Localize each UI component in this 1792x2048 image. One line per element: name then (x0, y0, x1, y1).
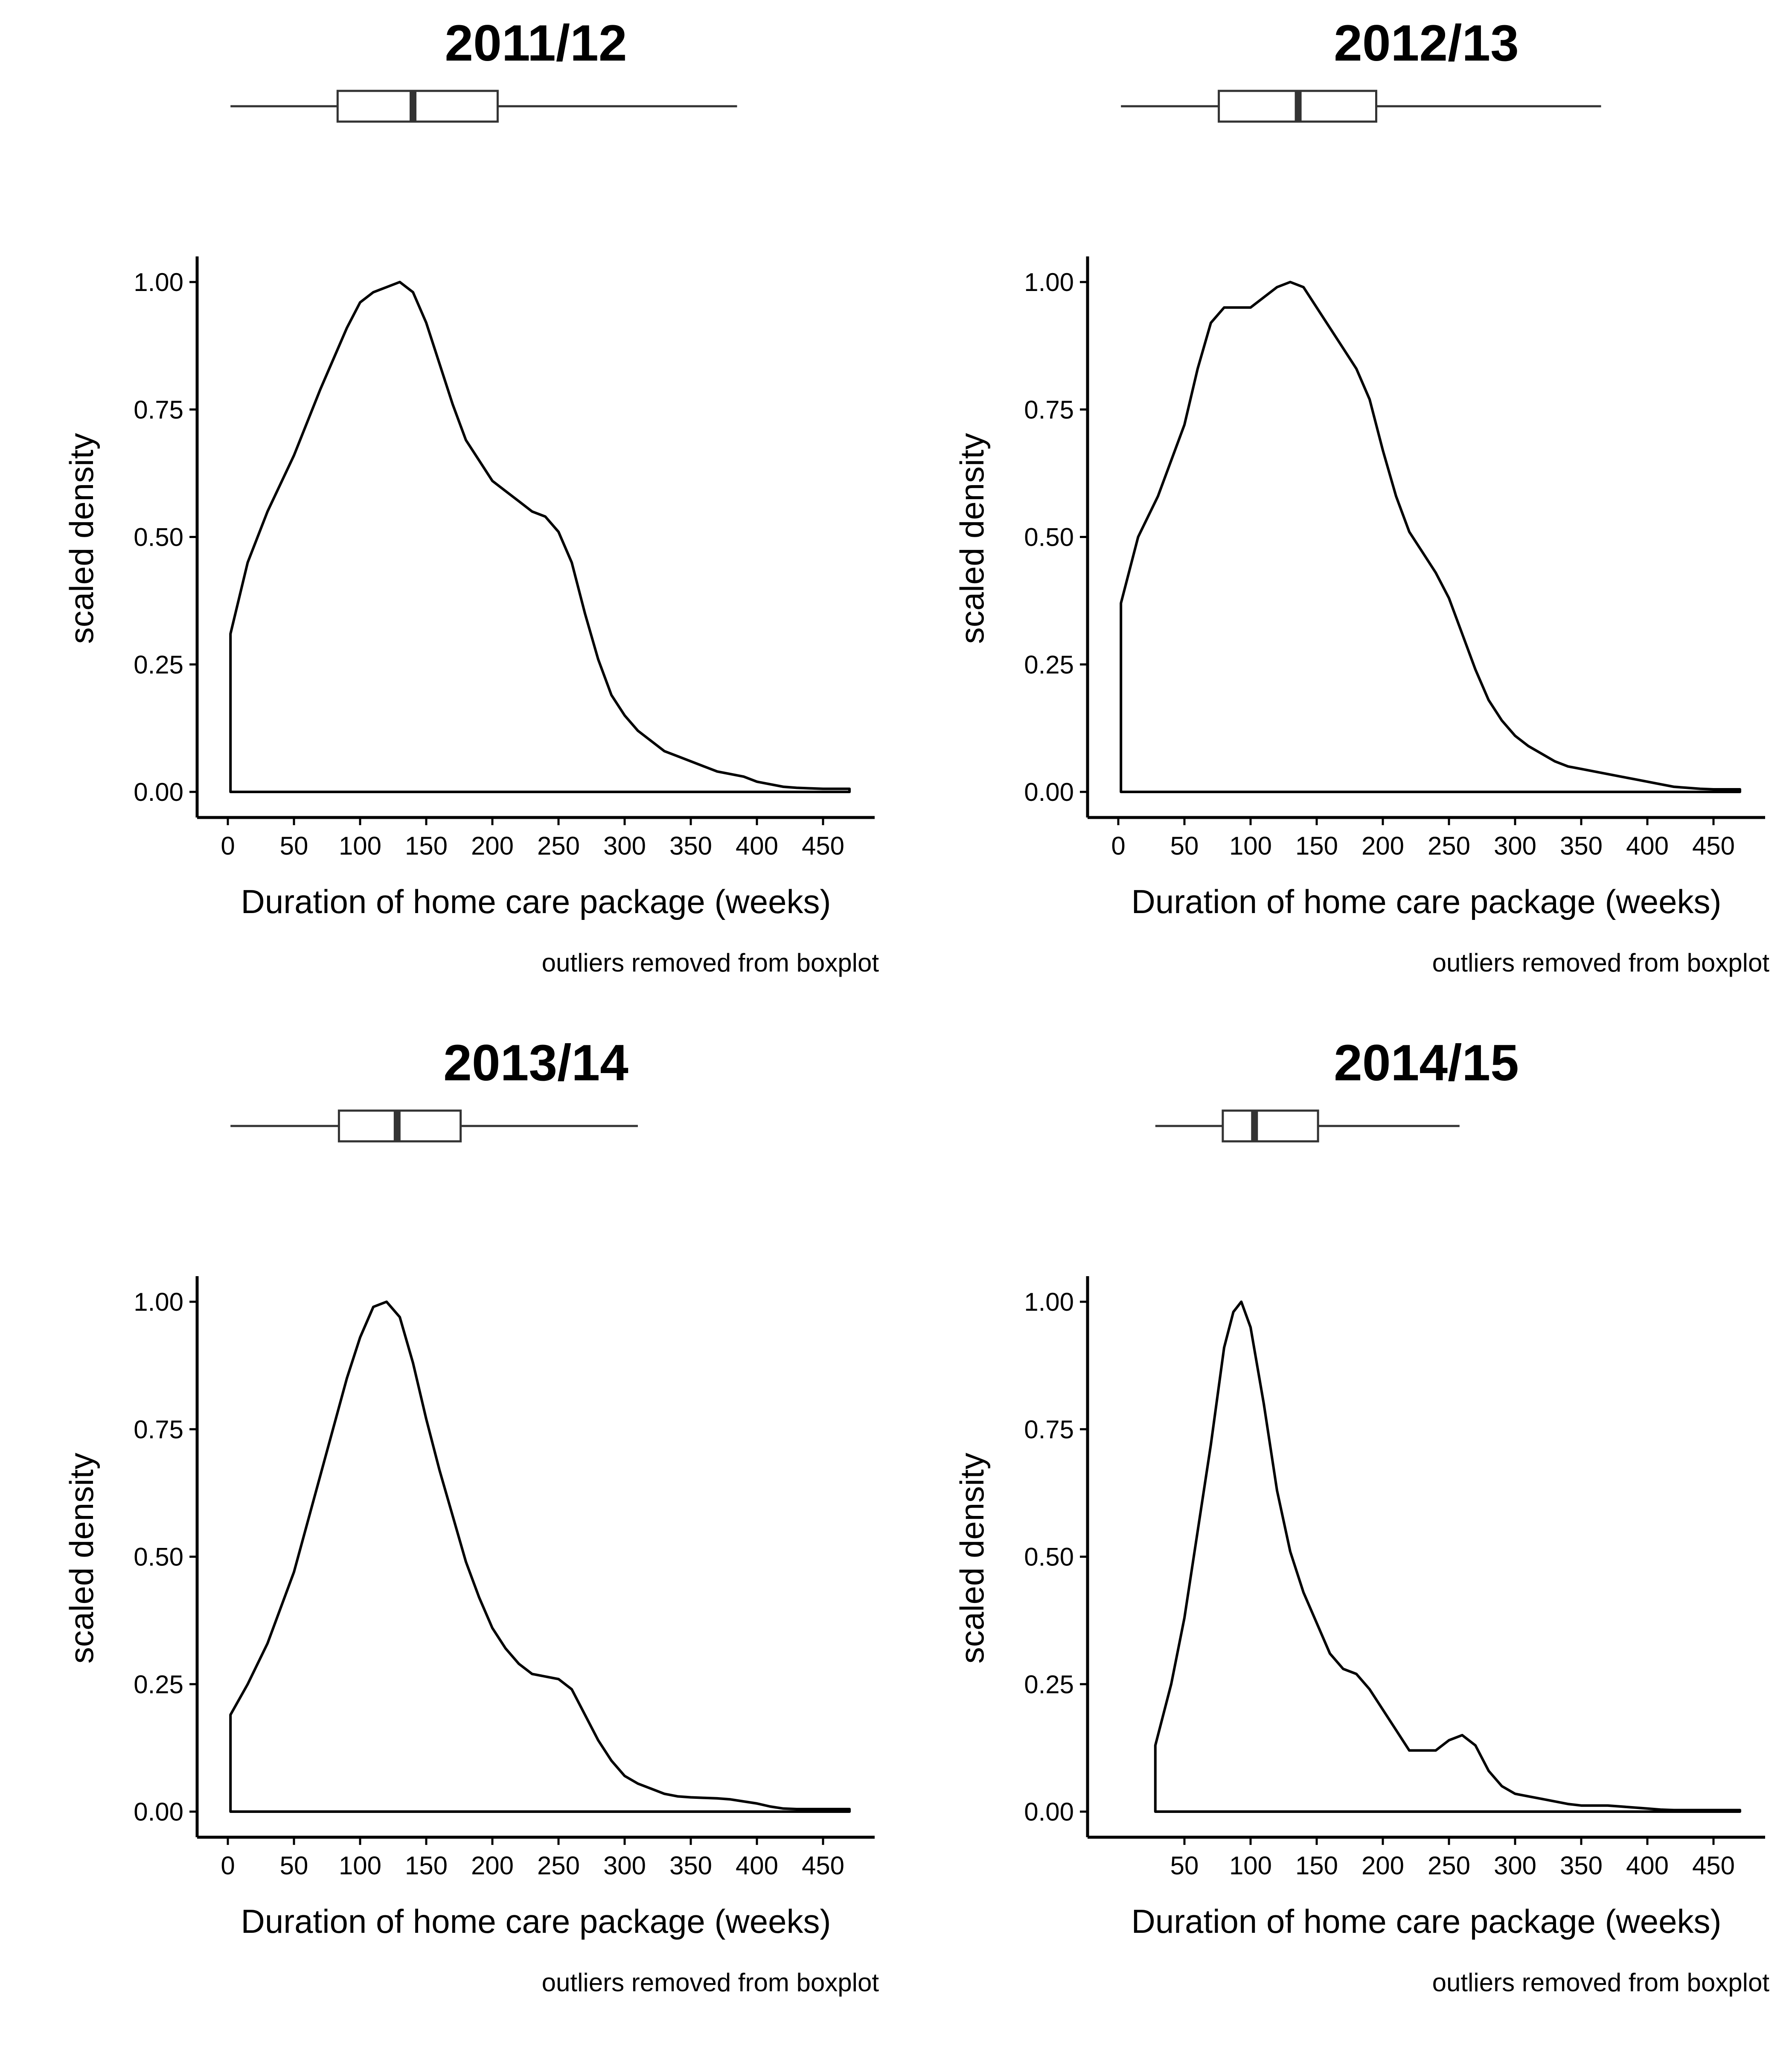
x-tick-label: 350 (669, 1851, 712, 1880)
y-tick-label: 0.00 (1024, 1798, 1074, 1826)
x-axis-label: Duration of home care package (weeks) (241, 883, 831, 920)
y-tick-label: 0.00 (134, 778, 183, 806)
x-tick-label: 200 (471, 1851, 514, 1880)
panel-2014-15: 2014/15 0.00 0.25 0.50 0.75 1.00 50 100 150 200 2… (953, 1034, 1769, 1997)
y-tick-label: 0.75 (134, 1415, 183, 1444)
density-plot: 0.00 0.25 0.50 0.75 1.00 0 50 100 150 200 250 300 35… (1024, 256, 1765, 860)
x-axis-label: Duration of home care package (weeks) (1131, 1903, 1721, 1940)
y-tick-label: 0.50 (134, 523, 183, 552)
y-tick-label: 0.00 (134, 1798, 183, 1826)
x-tick-label: 150 (1295, 1851, 1338, 1880)
density-curve (1154, 1300, 1741, 1813)
x-tick-label: 50 (280, 1851, 308, 1880)
x-tick-label: 300 (603, 1851, 646, 1880)
x-tick-label: 0 (1111, 832, 1125, 860)
panel-title: 2011/12 (445, 15, 627, 72)
x-tick-label: 250 (537, 1851, 580, 1880)
x-tick-label: 150 (405, 832, 448, 860)
x-tick-label: 0 (221, 832, 235, 860)
density-plot: 0.00 0.25 0.50 0.75 1.00 50 100 150 200 250 300 350… (1024, 1276, 1765, 1880)
boxplot-box (1222, 1109, 1319, 1143)
x-tick-label: 150 (1295, 832, 1338, 860)
x-tick-label: 250 (537, 832, 580, 860)
density-plot: 0.00 0.25 0.50 0.75 1.00 0 50 100 150 200 250 300 35… (134, 1276, 875, 1880)
density-plot: 0.00 0.25 0.50 0.75 1.00 0 50 100 150 200 250 300 35… (134, 256, 875, 860)
panel-2012-13: 2012/13 0.00 0.25 0.50 0.75 1.00 0 50 100 150 200… (953, 15, 1769, 977)
x-tick-label: 0 (221, 1851, 235, 1880)
x-tick-label: 100 (339, 832, 381, 860)
x-tick-label: 350 (1560, 832, 1603, 860)
x-tick-label: 300 (603, 832, 646, 860)
x-tick-label: 250 (1428, 832, 1470, 860)
x-tick-label: 400 (1626, 832, 1669, 860)
y-tick-label: 1.00 (1024, 268, 1074, 297)
y-axis-label: scaled density (63, 433, 100, 644)
x-tick-label: 400 (736, 832, 778, 860)
x-tick-label: 450 (802, 1851, 844, 1880)
density-curve (229, 1300, 851, 1813)
caption: outliers removed from boxplot (1432, 948, 1770, 977)
y-tick-label: 0.75 (1024, 396, 1074, 424)
panel-2013-14: 2013/14 0.00 0.25 0.50 0.75 1.00 0 50 100 150 200… (63, 1034, 879, 1997)
x-tick-label: 100 (339, 1851, 381, 1880)
x-tick-label: 50 (280, 832, 308, 860)
x-tick-label: 450 (802, 832, 844, 860)
x-tick-label: 150 (405, 1851, 448, 1880)
y-tick-label: 0.00 (1024, 778, 1074, 806)
x-tick-label: 350 (1560, 1851, 1603, 1880)
y-tick-label: 0.50 (134, 1543, 183, 1571)
y-axis-label: scaled density (953, 1453, 991, 1664)
y-tick-label: 0.25 (1024, 650, 1074, 679)
panel-title: 2012/13 (1334, 15, 1519, 72)
x-tick-label: 100 (1229, 1851, 1272, 1880)
caption: outliers removed from boxplot (1432, 1968, 1770, 1997)
caption: outliers removed from boxplot (542, 1968, 879, 1997)
x-tick-label: 200 (471, 832, 514, 860)
x-tick-label: 400 (736, 1851, 778, 1880)
boxplot (1155, 1109, 1460, 1143)
boxplot-box (336, 90, 499, 123)
x-axis-label: Duration of home care package (weeks) (241, 1903, 831, 1940)
y-axis-label: scaled density (953, 433, 991, 644)
y-tick-label: 0.50 (1024, 523, 1074, 552)
x-tick-label: 450 (1692, 832, 1735, 860)
panel-title: 2014/15 (1334, 1034, 1519, 1091)
density-curve (1120, 281, 1741, 793)
y-tick-label: 0.25 (1024, 1670, 1074, 1699)
x-tick-label: 450 (1692, 1851, 1735, 1880)
density-curve (229, 281, 851, 793)
y-tick-label: 0.25 (134, 650, 183, 679)
y-tick-label: 1.00 (1024, 1288, 1074, 1316)
boxplot (230, 90, 737, 123)
y-tick-label: 0.75 (134, 396, 183, 424)
panel-title: 2013/14 (443, 1034, 628, 1091)
boxplot (230, 1109, 638, 1143)
x-axis-label: Duration of home care package (weeks) (1131, 883, 1721, 920)
y-axis-label: scaled density (63, 1453, 100, 1664)
x-tick-label: 400 (1626, 1851, 1669, 1880)
x-tick-label: 200 (1361, 832, 1404, 860)
y-tick-label: 0.75 (1024, 1415, 1074, 1444)
x-tick-label: 350 (669, 832, 712, 860)
x-tick-label: 250 (1428, 1851, 1470, 1880)
y-tick-label: 1.00 (134, 1288, 183, 1316)
panel-2011-12: 2011/12 0.00 0.25 0.50 0.75 1.00 0 50 100 150 200… (63, 15, 879, 977)
y-tick-label: 0.25 (134, 1670, 183, 1699)
x-tick-label: 200 (1361, 1851, 1404, 1880)
x-tick-label: 300 (1494, 1851, 1536, 1880)
x-tick-label: 50 (1170, 1851, 1199, 1880)
x-tick-label: 300 (1494, 832, 1536, 860)
y-tick-label: 1.00 (134, 268, 183, 297)
boxplot (1121, 90, 1601, 123)
x-tick-label: 100 (1229, 832, 1272, 860)
x-tick-label: 50 (1170, 832, 1199, 860)
y-tick-label: 0.50 (1024, 1543, 1074, 1571)
caption: outliers removed from boxplot (542, 948, 879, 977)
